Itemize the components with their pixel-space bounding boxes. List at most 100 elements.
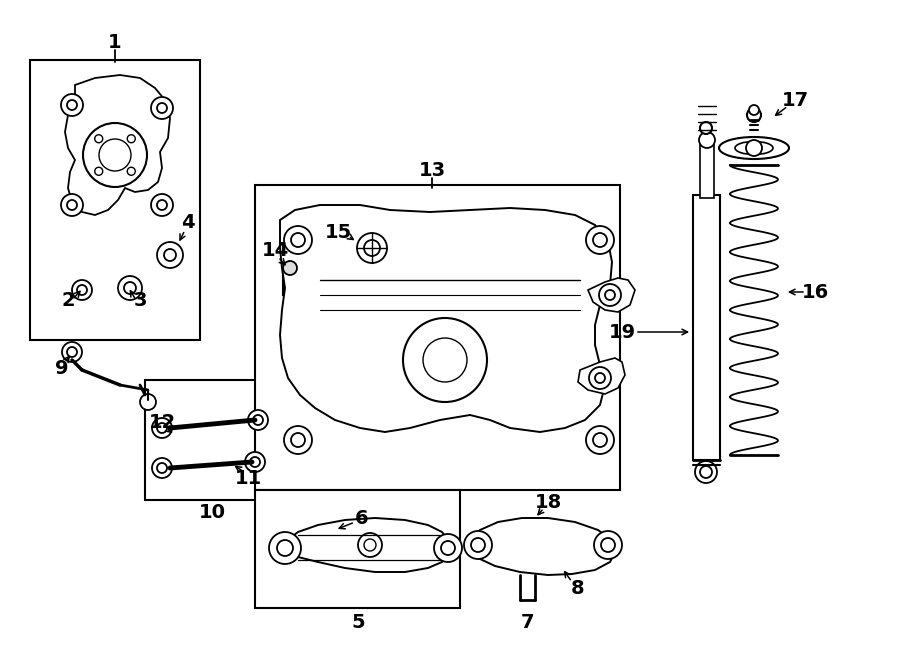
Circle shape [67, 347, 77, 357]
Bar [283, 272, 298, 295]
Circle shape [94, 135, 103, 143]
Circle shape [700, 122, 712, 134]
Polygon shape [578, 358, 625, 394]
Polygon shape [280, 205, 612, 432]
Circle shape [364, 240, 380, 256]
Circle shape [599, 284, 621, 306]
Circle shape [594, 531, 622, 559]
Circle shape [83, 123, 147, 187]
Text: 7: 7 [521, 613, 535, 631]
Text: 1: 1 [108, 32, 122, 52]
Circle shape [152, 418, 172, 438]
Text: 13: 13 [418, 161, 446, 180]
Text: 8: 8 [572, 578, 585, 598]
Circle shape [746, 140, 762, 156]
Text: 11: 11 [234, 469, 262, 488]
Text: 9: 9 [55, 358, 68, 377]
Bar [700, 140, 714, 198]
Circle shape [151, 97, 173, 119]
Circle shape [749, 105, 759, 115]
Circle shape [245, 452, 265, 472]
Polygon shape [65, 75, 170, 215]
Text: 14: 14 [261, 241, 289, 260]
Circle shape [140, 394, 156, 410]
Text: 4: 4 [181, 212, 194, 231]
Circle shape [605, 290, 615, 300]
Circle shape [127, 167, 135, 175]
Circle shape [700, 466, 712, 478]
Circle shape [94, 167, 103, 175]
Circle shape [358, 533, 382, 557]
Polygon shape [278, 518, 450, 572]
Circle shape [77, 285, 87, 295]
Circle shape [157, 200, 167, 210]
Circle shape [67, 100, 77, 110]
Circle shape [601, 538, 615, 552]
Text: 5: 5 [351, 613, 364, 631]
Bar [30, 60, 200, 340]
Circle shape [277, 540, 293, 556]
Circle shape [61, 194, 83, 216]
Circle shape [423, 338, 467, 382]
Bar [693, 195, 720, 460]
Bar [283, 268, 298, 272]
Circle shape [127, 135, 135, 143]
Circle shape [441, 541, 455, 555]
Circle shape [434, 534, 462, 562]
Text: 6: 6 [356, 508, 369, 527]
Bar [255, 490, 460, 608]
Circle shape [291, 433, 305, 447]
Circle shape [157, 423, 167, 433]
Circle shape [586, 226, 614, 254]
Circle shape [164, 249, 176, 261]
Circle shape [67, 200, 77, 210]
Polygon shape [470, 518, 615, 575]
Circle shape [593, 433, 607, 447]
Bar [145, 380, 280, 500]
Circle shape [291, 233, 305, 247]
Circle shape [364, 539, 376, 551]
Text: 19: 19 [608, 323, 635, 342]
Text: 3: 3 [133, 290, 147, 309]
Circle shape [284, 226, 312, 254]
Polygon shape [588, 278, 635, 312]
Circle shape [248, 410, 268, 430]
Circle shape [593, 233, 607, 247]
Circle shape [595, 373, 605, 383]
Circle shape [357, 233, 387, 263]
Circle shape [118, 276, 142, 300]
Circle shape [269, 532, 301, 564]
Circle shape [747, 108, 761, 122]
Circle shape [253, 415, 263, 425]
Circle shape [61, 94, 83, 116]
Text: 17: 17 [781, 91, 808, 110]
Circle shape [464, 531, 492, 559]
Circle shape [99, 139, 131, 171]
Bar [255, 185, 620, 490]
Circle shape [589, 367, 611, 389]
Circle shape [157, 463, 167, 473]
Ellipse shape [735, 141, 773, 155]
Circle shape [250, 457, 260, 467]
Text: 16: 16 [801, 282, 829, 301]
Text: 18: 18 [535, 492, 562, 512]
Circle shape [699, 132, 715, 148]
Circle shape [72, 280, 92, 300]
Circle shape [124, 282, 136, 294]
Text: 12: 12 [148, 412, 176, 432]
Circle shape [151, 194, 173, 216]
Circle shape [283, 261, 297, 275]
Text: 2: 2 [61, 290, 75, 309]
Circle shape [695, 461, 717, 483]
Ellipse shape [719, 137, 789, 159]
Circle shape [157, 103, 167, 113]
Circle shape [403, 318, 487, 402]
Circle shape [152, 458, 172, 478]
Circle shape [586, 426, 614, 454]
Circle shape [284, 426, 312, 454]
Text: 15: 15 [324, 223, 352, 241]
Circle shape [471, 538, 485, 552]
Circle shape [62, 342, 82, 362]
Text: 10: 10 [199, 502, 226, 522]
Circle shape [157, 242, 183, 268]
